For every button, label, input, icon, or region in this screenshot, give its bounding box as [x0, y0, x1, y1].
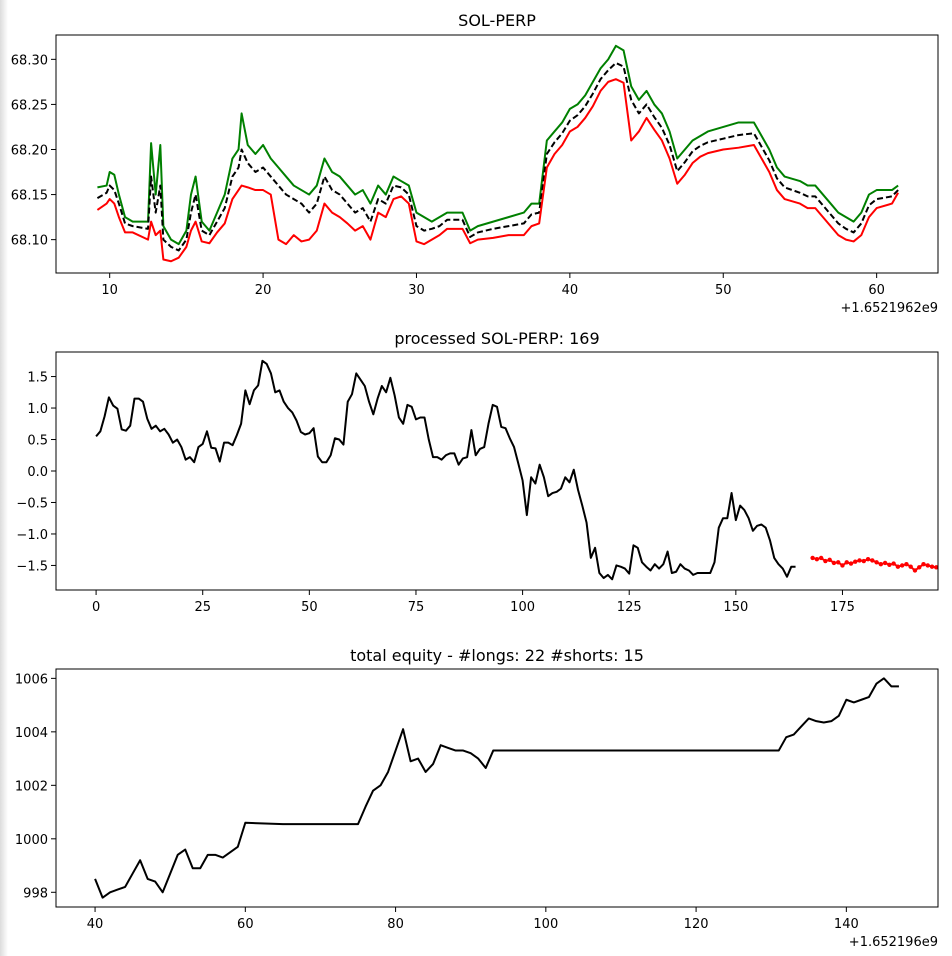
x-tick-label: 10: [101, 283, 118, 298]
series-point: [921, 561, 926, 567]
chart-2: processed SOL-PERP: 169 0 25 50 75 100 125 150 1…: [16, 329, 939, 615]
x-tick-label: 100: [533, 917, 558, 932]
y-tick-label: 0.5: [27, 434, 48, 449]
series-point: [925, 563, 930, 568]
series-point: [929, 564, 935, 569]
x-tick-label: 80: [387, 917, 404, 932]
x-tick-label: 20: [255, 283, 272, 298]
left-edge-shadow: [0, 0, 8, 956]
y-tick-label: 1006: [15, 672, 48, 687]
x-tick-label: 30: [408, 283, 425, 298]
x-tick-label: 40: [87, 917, 104, 932]
series-point: [887, 562, 892, 568]
x-tick-label: 50: [715, 283, 732, 298]
y-tick-label: 68.15: [11, 189, 48, 204]
y-tick-label: 1.5: [27, 371, 48, 386]
y-tick-label: 68.25: [11, 98, 48, 113]
series-line-1: [95, 359, 796, 581]
series-point: [831, 560, 837, 566]
series-point: [878, 561, 884, 567]
series-point: [857, 558, 862, 563]
series-point: [836, 560, 841, 565]
series-point: [934, 565, 938, 570]
series-line-2: [96, 61, 899, 252]
x-tick-label: 0: [92, 600, 100, 615]
series-point: [865, 556, 871, 562]
y-tick-label: 0.0: [27, 465, 48, 480]
series-point: [870, 558, 875, 563]
x-offset-label: +1.652196e9: [849, 935, 938, 950]
chart-title: total equity - #longs: 22 #shorts: 15: [350, 646, 644, 665]
series-point: [908, 564, 913, 569]
series-point: [882, 560, 888, 566]
y-tick-label: 998: [23, 886, 48, 901]
series-point: [810, 555, 815, 561]
series-point: [904, 561, 909, 567]
series-line-1: [94, 677, 899, 899]
x-tick-label: 175: [830, 600, 855, 615]
chart-3: total equity - #longs: 22 #shorts: 15 40 6…: [15, 646, 939, 950]
x-tick-label: 100: [510, 600, 535, 615]
x-tick-label: 140: [834, 917, 859, 932]
x-tick-label: 50: [301, 600, 318, 615]
x-tick-label: 75: [408, 600, 425, 615]
series-point: [848, 561, 854, 566]
series-point: [840, 563, 845, 568]
series-point: [912, 568, 918, 573]
axes-frame: [55, 668, 939, 908]
y-tick-label: −1.5: [16, 559, 48, 574]
chart-title: SOL-PERP: [458, 11, 536, 30]
series-point: [814, 556, 820, 562]
y-tick-label: 1004: [15, 726, 48, 741]
y-tick-label: −0.5: [16, 496, 48, 511]
x-tick-label: 60: [868, 283, 885, 298]
x-tick-label: 25: [194, 600, 211, 615]
x-tick-label: 60: [237, 917, 254, 932]
series-point: [917, 565, 922, 570]
axes-frame: [55, 34, 939, 274]
series-point: [895, 564, 901, 569]
chart-title: processed SOL-PERP: 169: [394, 329, 599, 348]
y-tick-label: 68.20: [11, 143, 48, 158]
series-line-3: [96, 78, 899, 263]
y-tick-label: −1.0: [16, 528, 48, 543]
x-offset-label: +1.6521962e9: [841, 301, 938, 316]
y-tick-label: 1002: [15, 779, 48, 794]
series-point: [853, 559, 858, 564]
series-line-1: [97, 44, 899, 246]
series-point: [874, 560, 879, 565]
y-tick-label: 68.10: [11, 234, 48, 249]
series-point: [818, 555, 824, 561]
series-point: [861, 558, 866, 564]
y-tick-label: 1.0: [27, 402, 48, 417]
series-point: [899, 563, 905, 568]
x-tick-label: 40: [562, 283, 579, 298]
y-tick-label: 1000: [15, 833, 48, 848]
chart-1: SOL-PERP 10 20 30 40 50 60 68.10 68.15 68.20 68.25…: [11, 11, 939, 316]
x-tick-label: 125: [617, 600, 642, 615]
series-point: [891, 561, 896, 566]
x-tick-label: 120: [684, 917, 709, 932]
y-tick-label: 68.30: [11, 53, 48, 68]
x-tick-label: 150: [723, 600, 748, 615]
series-point: [827, 557, 832, 562]
axes-frame: [55, 351, 939, 591]
series-point: [844, 560, 849, 565]
series-point: [823, 558, 828, 564]
